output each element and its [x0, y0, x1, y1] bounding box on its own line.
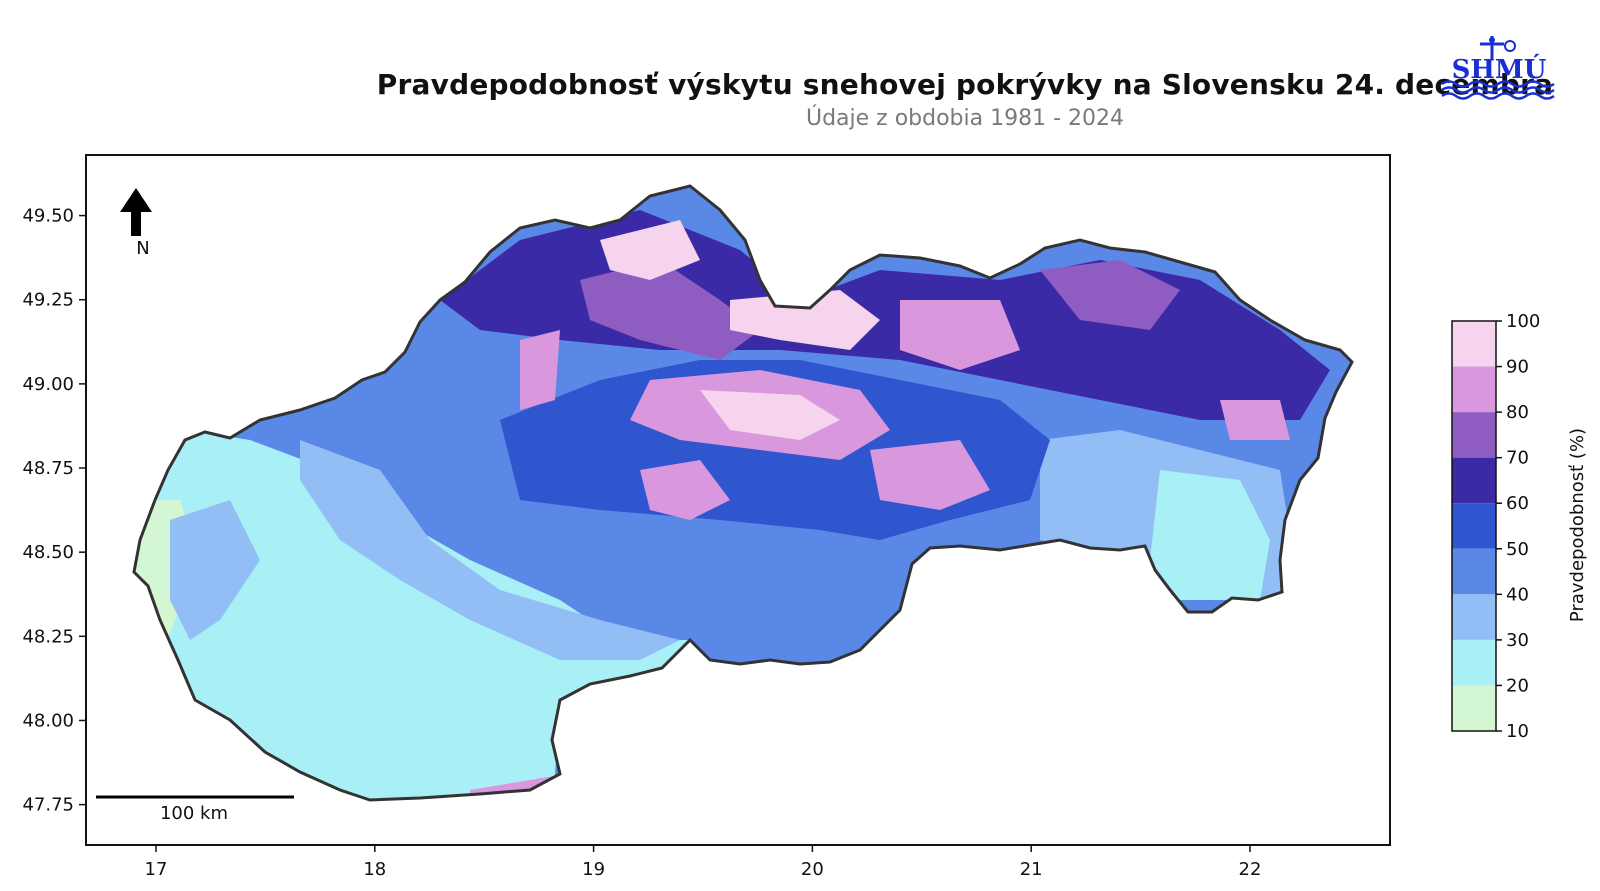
x-tick-label: 21 [1020, 859, 1043, 880]
scale-bar: 100 km [96, 795, 294, 824]
colorbar-tick-label: 20 [1506, 675, 1529, 696]
colorbar-segment [1452, 594, 1496, 640]
colorbar-tick-label: 60 [1506, 493, 1529, 514]
colorbar-frame [1451, 320, 1497, 732]
logo-text: SHMÚ [1452, 53, 1547, 85]
map-subtitle: Údaje z obdobia 1981 - 2024 [805, 106, 1125, 131]
colorbar-tick-label: 70 [1506, 448, 1529, 469]
y-tick-label: 49.00 [22, 374, 74, 395]
y-tick-label: 49.50 [22, 206, 74, 227]
colorbar-segment [1452, 639, 1496, 686]
shmu-logo: SHMÚ [1441, 36, 1555, 100]
colorbar-segment [1452, 503, 1496, 549]
y-axis: 49.50 49.25 49.00 48.75 48.50 48.25 48.00 47.75 [22, 206, 86, 816]
y-tick-label: 48.25 [22, 626, 74, 647]
colorbar-segment [1452, 548, 1496, 595]
colorbar-label: Pravdepodobnosť (%) [1567, 428, 1588, 622]
colorbar-segment [1452, 457, 1496, 504]
colorbar-tick-label: 50 [1506, 539, 1529, 560]
colorbar-segment [1452, 412, 1496, 458]
x-tick-label: 20 [801, 859, 824, 880]
y-tick-label: 48.75 [22, 458, 74, 479]
north-arrow: N [120, 188, 152, 259]
scale-bar-label: 100 km [160, 803, 228, 824]
map-frame [85, 154, 1391, 846]
y-tick-label: 49.25 [22, 290, 74, 311]
y-tick-label: 48.50 [22, 542, 74, 563]
colorbar-tick-label: 30 [1506, 630, 1529, 651]
x-tick-label: 22 [1239, 859, 1262, 880]
colorbar-tick-label: 100 [1506, 311, 1540, 332]
north-label: N [136, 238, 149, 259]
probability-raster [134, 186, 1352, 800]
colorbar: 100 90 80 70 60 50 40 30 20 10 [1451, 311, 1540, 742]
y-tick-label: 48.00 [22, 710, 74, 731]
map-title: Pravdepodobnosť výskytu snehovej pokrývk… [376, 68, 1554, 101]
colorbar-tick-label: 80 [1506, 402, 1529, 423]
colorbar-segment [1452, 321, 1496, 367]
x-tick-label: 17 [145, 859, 168, 880]
x-axis: 17 18 19 20 21 22 [145, 845, 1262, 880]
colorbar-segment [1452, 366, 1496, 413]
x-tick-label: 18 [363, 859, 386, 880]
colorbar-tick-label: 10 [1506, 721, 1529, 742]
colorbar-tick-label: 90 [1506, 357, 1529, 378]
x-tick-label: 19 [582, 859, 605, 880]
colorbar-segment [1452, 685, 1496, 731]
y-tick-label: 47.75 [22, 795, 74, 816]
colorbar-tick-label: 40 [1506, 584, 1529, 605]
